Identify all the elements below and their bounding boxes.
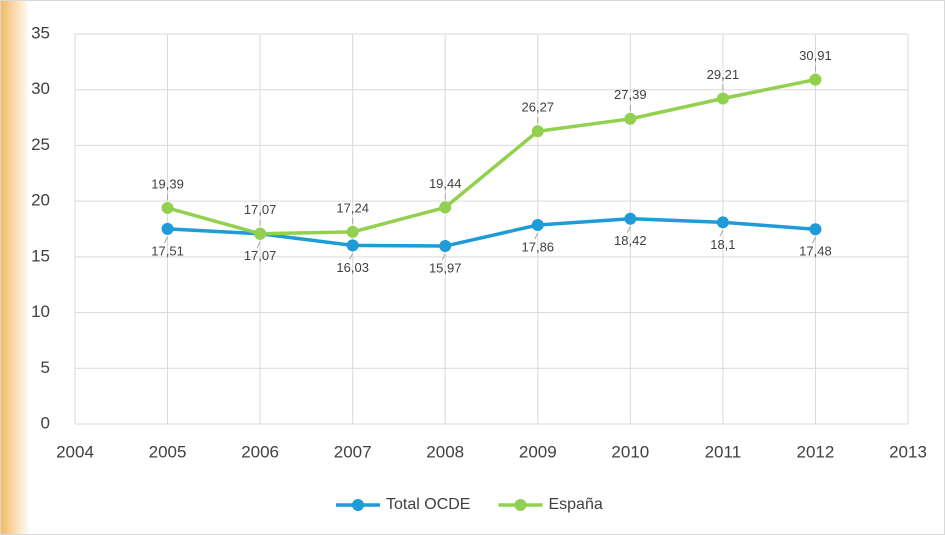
y-tick-label: 20: [31, 191, 50, 210]
data-label: 17,51: [151, 243, 184, 258]
y-tick-label: 25: [31, 135, 50, 154]
data-point: [624, 113, 636, 125]
data-label: 19,39: [151, 176, 184, 191]
data-label: 18,1: [710, 237, 735, 252]
background-edge: [0, 0, 30, 535]
x-tick-label: 2007: [334, 442, 372, 461]
data-label: 17,48: [799, 244, 832, 259]
data-label: 17,07: [244, 202, 277, 217]
data-point: [439, 201, 451, 213]
data-point: [347, 226, 359, 238]
data-point: [809, 223, 821, 235]
data-point: [717, 216, 729, 228]
data-point: [809, 74, 821, 86]
legend-marker: [514, 499, 526, 511]
data-label: 16,03: [336, 260, 369, 275]
data-point: [254, 228, 266, 240]
y-tick-label: 10: [31, 302, 50, 321]
data-point: [532, 219, 544, 231]
x-tick-label: 2006: [241, 442, 279, 461]
data-point: [347, 239, 359, 251]
y-tick-label: 5: [41, 358, 50, 377]
data-label: 27,39: [614, 87, 647, 102]
data-label: 30,91: [799, 48, 832, 63]
data-point: [162, 223, 174, 235]
data-point: [532, 125, 544, 137]
x-tick-label: 2009: [519, 442, 557, 461]
data-label: 18,42: [614, 233, 647, 248]
y-tick-label: 15: [31, 246, 50, 265]
data-label: 15,97: [429, 260, 462, 275]
legend-label: Total OCDE: [386, 496, 470, 513]
data-label: 19,44: [429, 176, 462, 191]
x-tick-label: 2008: [426, 442, 464, 461]
data-label: 17,24: [336, 200, 369, 215]
y-tick-label: 0: [41, 413, 50, 432]
y-tick-label: 30: [31, 79, 50, 98]
x-tick-label: 2005: [149, 442, 187, 461]
y-tick-label: 35: [31, 23, 50, 42]
data-label: 26,27: [522, 100, 555, 115]
chart: 0 5 10 15 20 25 30 35 2004 2005 2006 2007 2008 2009 20…: [0, 0, 945, 535]
x-tick-label: 2013: [889, 442, 927, 461]
legend-marker: [352, 499, 364, 511]
x-tick-label: 2004: [56, 442, 94, 461]
data-label: 17,86: [522, 239, 555, 254]
x-tick-label: 2010: [611, 442, 649, 461]
data-label: 17,07: [244, 248, 277, 263]
data-label: 29,21: [707, 67, 740, 82]
x-tick-label: 2011: [705, 442, 742, 461]
data-point: [717, 93, 729, 105]
data-point: [624, 213, 636, 225]
x-tick-label: 2012: [797, 442, 835, 461]
data-point: [439, 240, 451, 252]
legend-label: España: [548, 496, 602, 513]
data-point: [162, 202, 174, 214]
